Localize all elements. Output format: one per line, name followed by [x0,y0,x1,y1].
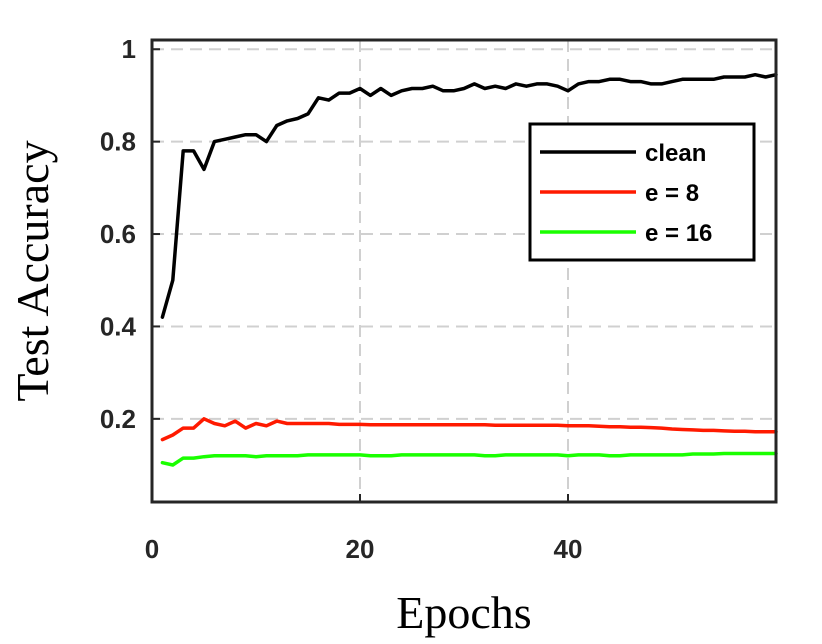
y-tick-label: 0.6 [100,219,136,249]
x-tick-label: 0 [145,534,159,564]
legend-label: e = 16 [645,220,712,247]
y-axis-label: Test Accuracy [7,140,58,401]
y-tick-label: 0.2 [100,404,136,434]
legend-label: clean [645,140,706,167]
y-tick-label: 0.8 [100,127,136,157]
x-tick-label: 20 [346,534,375,564]
series-line-clean [160,72,778,319]
series-line-e-8 [160,417,778,442]
y-tick-label: 1 [122,34,136,64]
tick-labels: 0 20 40 0.2 0.4 0.6 0.8 1 [100,34,583,564]
plot-frame [150,38,778,504]
series-line-e-16 [160,451,778,467]
y-tick-label: 0.4 [100,311,137,341]
x-axis-label: Epochs [396,587,531,638]
ticks [151,48,569,502]
legend-label: e = 8 [645,180,699,207]
series-group [160,72,778,467]
legend: clean e = 8 e = 16 [528,122,756,262]
legend-box [528,122,756,262]
x-tick-label: 40 [554,534,583,564]
